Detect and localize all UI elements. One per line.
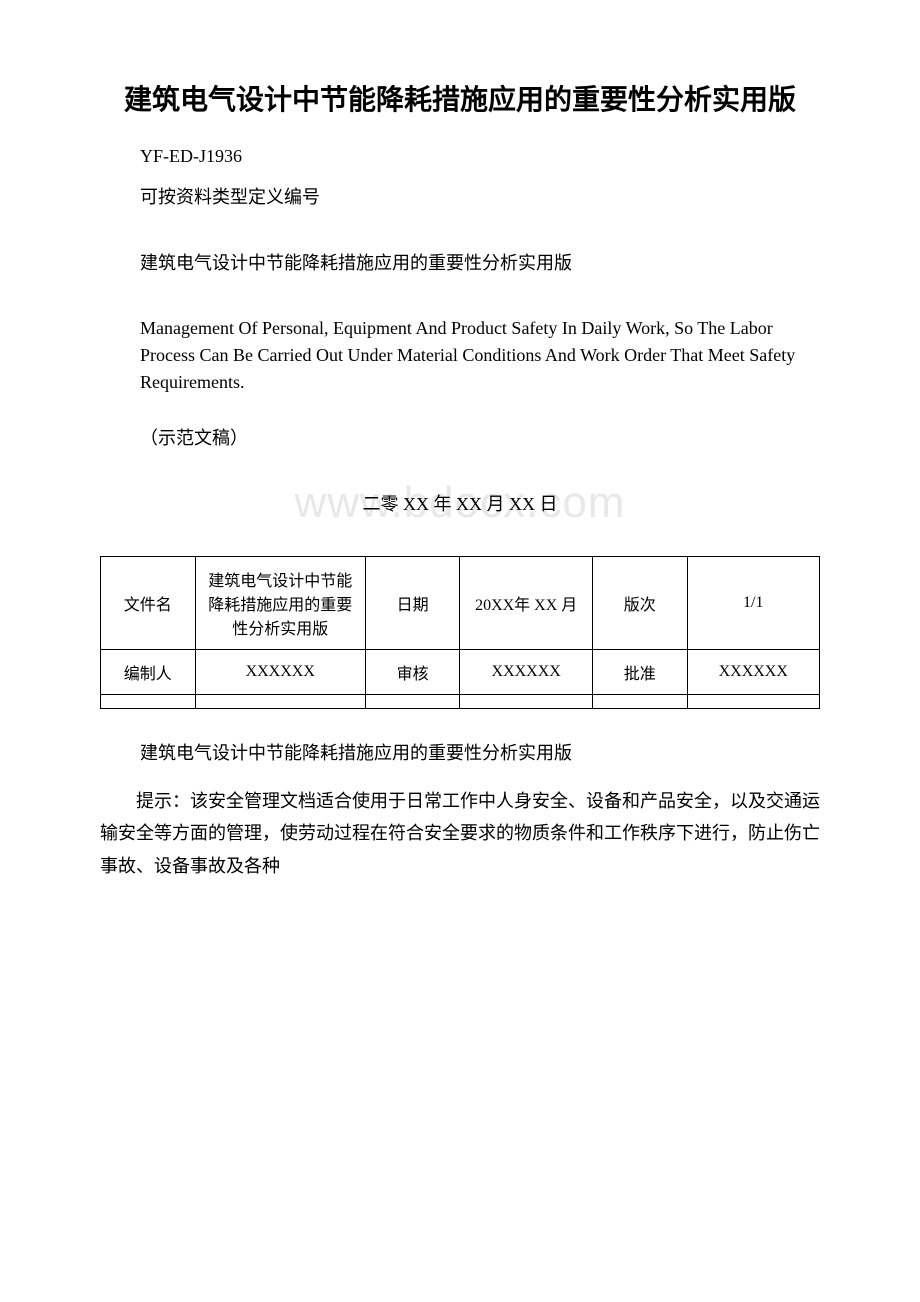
sample-note: （示范文稿）: [140, 424, 820, 450]
date-line: www.bdocx.com 二零 XX 年 XX 月 XX 日: [100, 490, 820, 516]
table-cell-value: XXXXXX: [195, 650, 365, 695]
table-cell-value: XXXXXX: [460, 650, 592, 695]
table-cell-label: 文件名: [101, 557, 196, 650]
table-cell-empty: [365, 695, 460, 709]
table-cell-label: 版次: [592, 557, 687, 650]
table-row: 文件名 建筑电气设计中节能降耗措施应用的重要性分析实用版 日期 20XX年 XX…: [101, 557, 820, 650]
table-cell-empty: [460, 695, 592, 709]
table-cell-empty: [687, 695, 820, 709]
table-row: 编制人 XXXXXX 审核 XXXXXX 批准 XXXXXX: [101, 650, 820, 695]
english-paragraph: Management Of Personal, Equipment And Pr…: [140, 315, 820, 396]
table-cell-empty: [592, 695, 687, 709]
table-row-empty: [101, 695, 820, 709]
repeat-title: 建筑电气设计中节能降耗措施应用的重要性分析实用版: [140, 249, 820, 275]
table-cell-label: 日期: [365, 557, 460, 650]
section-title: 建筑电气设计中节能降耗措施应用的重要性分析实用版: [140, 739, 820, 765]
table-cell-value: 建筑电气设计中节能降耗措施应用的重要性分析实用版: [195, 557, 365, 650]
table-cell-label: 编制人: [101, 650, 196, 695]
date-text: 二零 XX 年 XX 月 XX 日: [363, 494, 558, 514]
table-cell-label: 批准: [592, 650, 687, 695]
table-cell-empty: [101, 695, 196, 709]
info-table: 文件名 建筑电气设计中节能降耗措施应用的重要性分析实用版 日期 20XX年 XX…: [100, 556, 820, 709]
table-cell-value: 1/1: [687, 557, 820, 650]
table-cell-label: 审核: [365, 650, 460, 695]
document-title: 建筑电气设计中节能降耗措施应用的重要性分析实用版: [100, 80, 820, 122]
subtitle: 可按资料类型定义编号: [140, 183, 820, 209]
body-paragraph: 提示：该安全管理文档适合使用于日常工作中人身安全、设备和产品安全，以及交通运输安…: [100, 785, 820, 882]
table-cell-value: XXXXXX: [687, 650, 820, 695]
document-id: YF-ED-J1936: [140, 146, 820, 167]
table-cell-value: 20XX年 XX 月: [460, 557, 592, 650]
table-cell-empty: [195, 695, 365, 709]
